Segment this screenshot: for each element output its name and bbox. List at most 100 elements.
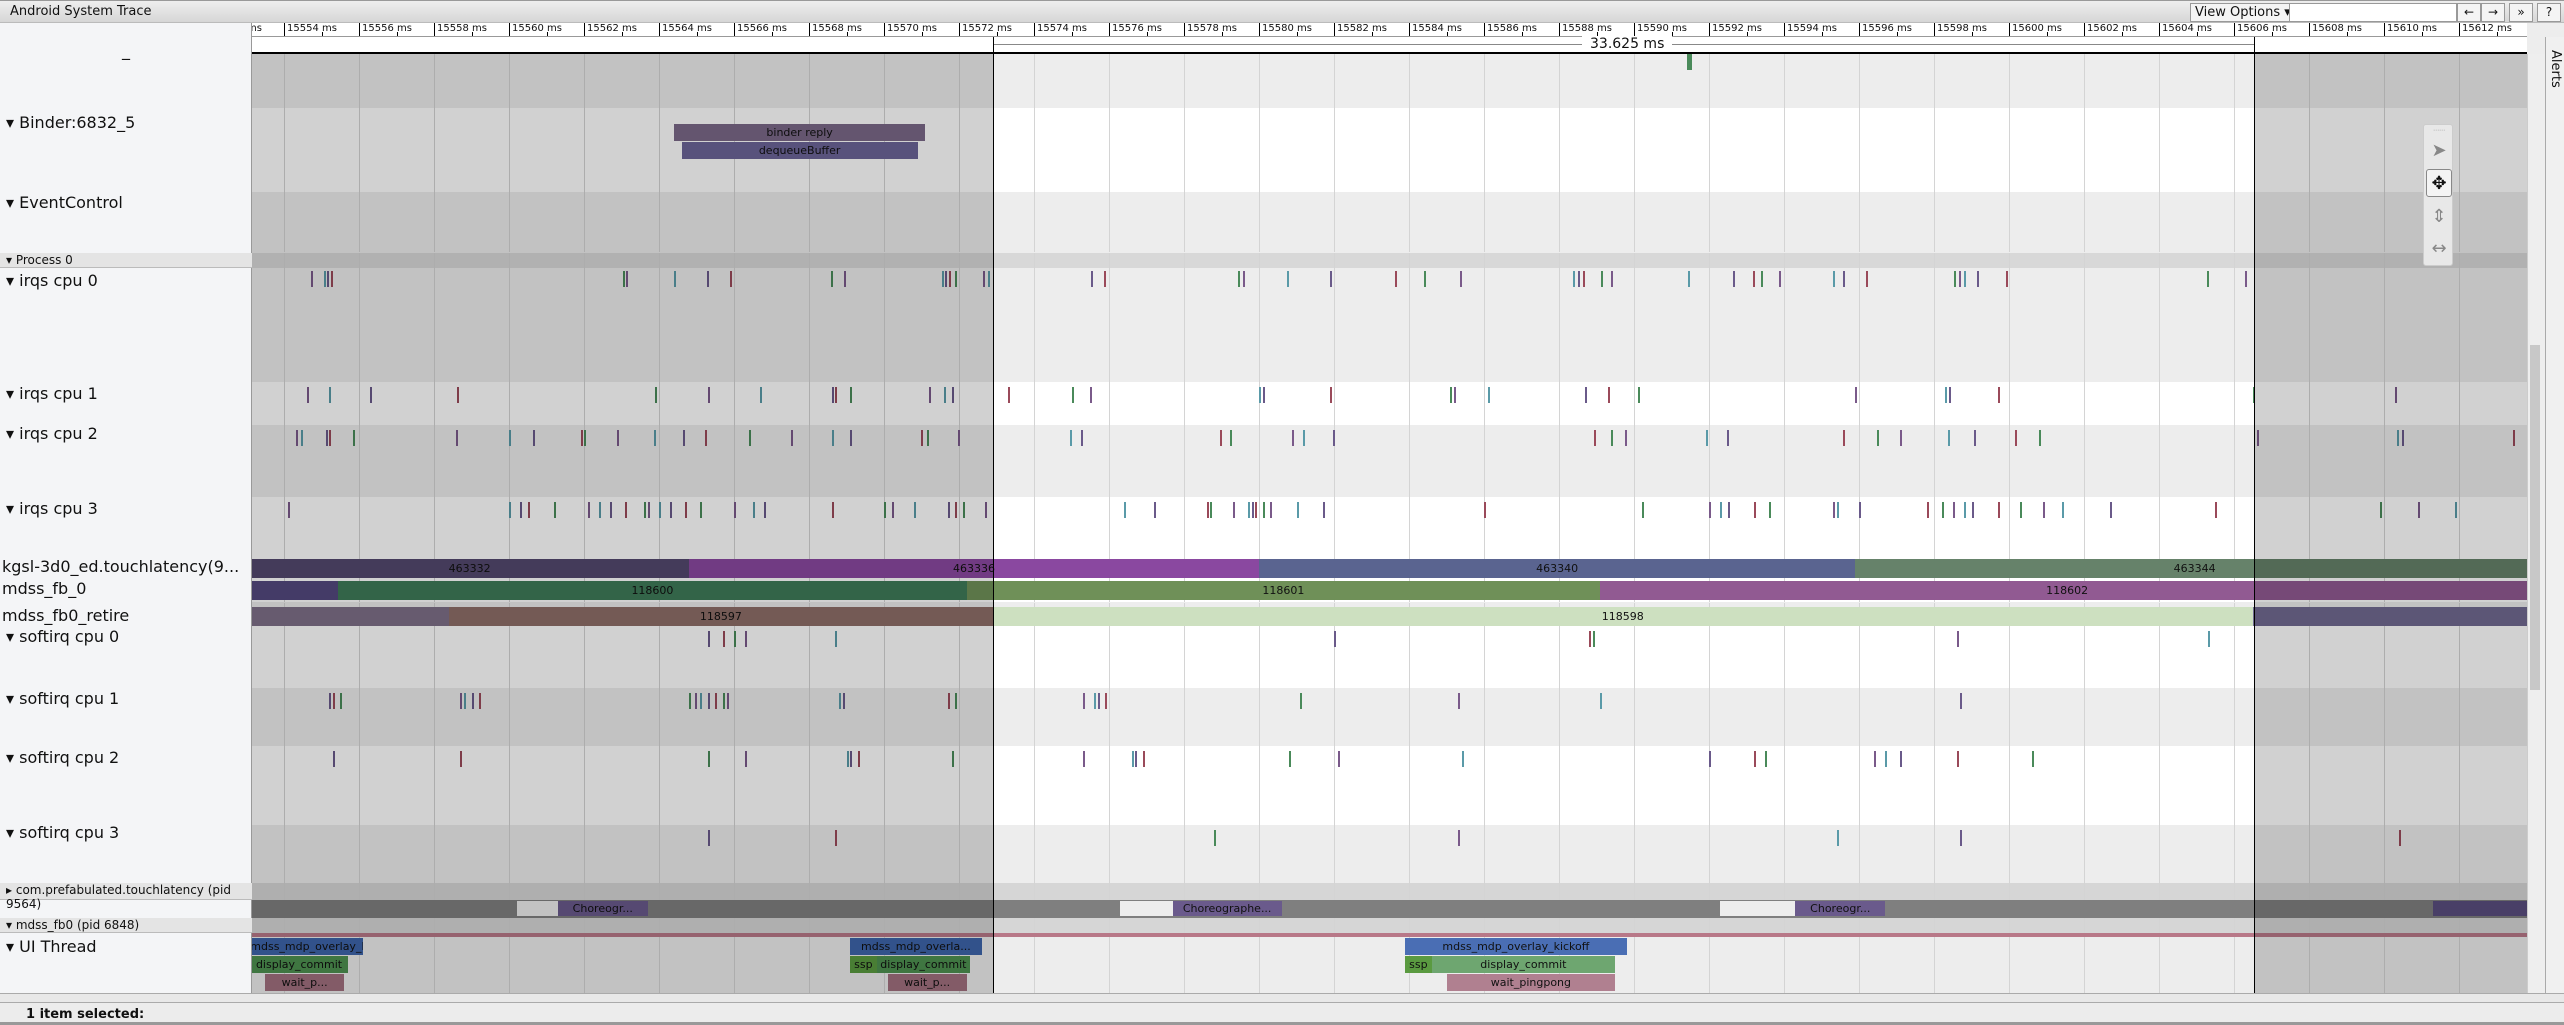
event-tick[interactable] xyxy=(310,271,313,287)
event-tick[interactable] xyxy=(1865,271,1868,287)
event-tick[interactable] xyxy=(1460,271,1462,287)
event-tick[interactable] xyxy=(587,502,590,518)
event-tick[interactable] xyxy=(955,502,958,518)
event-tick[interactable] xyxy=(1727,502,1730,518)
event-tick[interactable] xyxy=(2042,502,2045,518)
event-tick[interactable] xyxy=(954,271,957,287)
event-tick[interactable] xyxy=(659,502,661,518)
event-tick[interactable] xyxy=(947,693,950,709)
event-tick[interactable] xyxy=(329,693,331,709)
event-tick[interactable] xyxy=(707,387,710,403)
alerts-label[interactable]: Alerts xyxy=(2548,50,2563,88)
event-tick[interactable] xyxy=(1251,502,1254,518)
event-tick[interactable] xyxy=(726,693,729,709)
event-tick[interactable] xyxy=(580,430,583,446)
trace-slice[interactable]: display_commit xyxy=(252,956,348,973)
event-marker[interactable] xyxy=(1686,54,1692,70)
event-tick[interactable] xyxy=(1637,387,1640,403)
process-header-process0[interactable]: ▾ Process 0 xyxy=(0,253,252,268)
event-tick[interactable] xyxy=(1303,430,1306,446)
event-tick[interactable] xyxy=(1885,751,1888,767)
event-tick[interactable] xyxy=(2215,502,2218,518)
event-tick[interactable] xyxy=(830,271,833,287)
event-tick[interactable] xyxy=(623,271,625,287)
event-tick[interactable] xyxy=(831,502,834,518)
event-tick[interactable] xyxy=(1450,387,1453,403)
event-tick[interactable] xyxy=(1610,430,1613,446)
event-tick[interactable] xyxy=(1769,502,1771,518)
event-tick[interactable] xyxy=(1262,502,1265,518)
event-tick[interactable] xyxy=(707,631,710,647)
event-tick[interactable] xyxy=(1154,502,1156,518)
event-tick[interactable] xyxy=(2244,271,2247,287)
trace-slice[interactable]: binder reply xyxy=(674,124,926,141)
event-tick[interactable] xyxy=(1424,271,1427,287)
event-tick[interactable] xyxy=(884,502,886,518)
event-tick[interactable] xyxy=(749,430,751,446)
event-tick[interactable] xyxy=(2006,271,2009,287)
event-tick[interactable] xyxy=(1899,430,1902,446)
event-tick[interactable] xyxy=(533,430,535,446)
event-tick[interactable] xyxy=(941,271,944,287)
tracks-area[interactable]: binder reply dequeueBuffer 463332 463336 46… xyxy=(252,54,2527,993)
event-tick[interactable] xyxy=(673,271,676,287)
event-tick[interactable] xyxy=(1953,271,1956,287)
event-tick[interactable] xyxy=(734,502,736,518)
event-tick[interactable] xyxy=(2397,430,2400,446)
trace-slice[interactable] xyxy=(252,901,517,916)
event-tick[interactable] xyxy=(947,502,950,518)
event-tick[interactable] xyxy=(464,693,466,709)
event-tick[interactable] xyxy=(1877,430,1879,446)
event-tick[interactable] xyxy=(985,502,988,518)
trace-slice[interactable] xyxy=(2432,901,2527,916)
event-tick[interactable] xyxy=(1220,430,1222,446)
event-tick[interactable] xyxy=(1487,387,1490,403)
event-tick[interactable] xyxy=(1600,271,1603,287)
trace-slice[interactable]: ssp xyxy=(1405,956,1432,973)
event-tick[interactable] xyxy=(1945,387,1948,403)
event-tick[interactable] xyxy=(1270,502,1273,518)
event-tick[interactable] xyxy=(2252,387,2255,403)
event-tick[interactable] xyxy=(1457,830,1460,846)
trace-slice[interactable]: dequeueBuffer xyxy=(681,142,918,159)
event-tick[interactable] xyxy=(1900,751,1903,767)
event-tick[interactable] xyxy=(610,502,613,518)
trace-slice[interactable] xyxy=(1720,901,1796,916)
event-tick[interactable] xyxy=(1289,751,1291,767)
event-tick[interactable] xyxy=(835,830,838,846)
event-tick[interactable] xyxy=(752,502,755,518)
event-tick[interactable] xyxy=(1069,430,1072,446)
trace-slice[interactable] xyxy=(1281,901,1721,916)
event-tick[interactable] xyxy=(1997,387,2000,403)
event-tick[interactable] xyxy=(2031,751,2034,767)
event-tick[interactable] xyxy=(1842,430,1845,446)
trace-slice[interactable]: mdss_mdp_overla... xyxy=(850,938,982,955)
event-tick[interactable] xyxy=(1238,271,1240,287)
event-tick[interactable] xyxy=(1572,271,1575,287)
event-tick[interactable] xyxy=(707,693,710,709)
event-tick[interactable] xyxy=(951,751,954,767)
event-tick[interactable] xyxy=(1594,430,1597,446)
event-tick[interactable] xyxy=(1082,693,1085,709)
event-tick[interactable] xyxy=(1457,693,1460,709)
trace-slice[interactable]: 463340 xyxy=(1259,559,1856,578)
trace-slice[interactable]: 118600 xyxy=(338,581,967,600)
track-label-sirq0[interactable]: ▾ softirq cpu 0 xyxy=(6,627,120,646)
event-tick[interactable] xyxy=(842,693,845,709)
event-tick[interactable] xyxy=(920,430,923,446)
track-label-kgsl[interactable]: kgsl-3d0_ed.touchlatency(9... xyxy=(2,557,240,576)
event-tick[interactable] xyxy=(1332,430,1335,446)
event-tick[interactable] xyxy=(929,387,931,403)
event-tick[interactable] xyxy=(1105,693,1108,709)
event-tick[interactable] xyxy=(655,387,658,403)
event-tick[interactable] xyxy=(328,430,331,446)
trace-slice[interactable]: 118598 xyxy=(992,607,2253,626)
event-tick[interactable] xyxy=(1247,502,1250,518)
event-tick[interactable] xyxy=(1255,502,1258,518)
event-tick[interactable] xyxy=(2380,502,2383,518)
alerts-tab[interactable] xyxy=(2545,37,2564,993)
event-tick[interactable] xyxy=(927,430,930,446)
trace-slice[interactable]: mdss_mdp_overlay_kickoff xyxy=(1405,938,1627,955)
event-tick[interactable] xyxy=(1296,502,1299,518)
event-tick[interactable] xyxy=(1973,430,1976,446)
